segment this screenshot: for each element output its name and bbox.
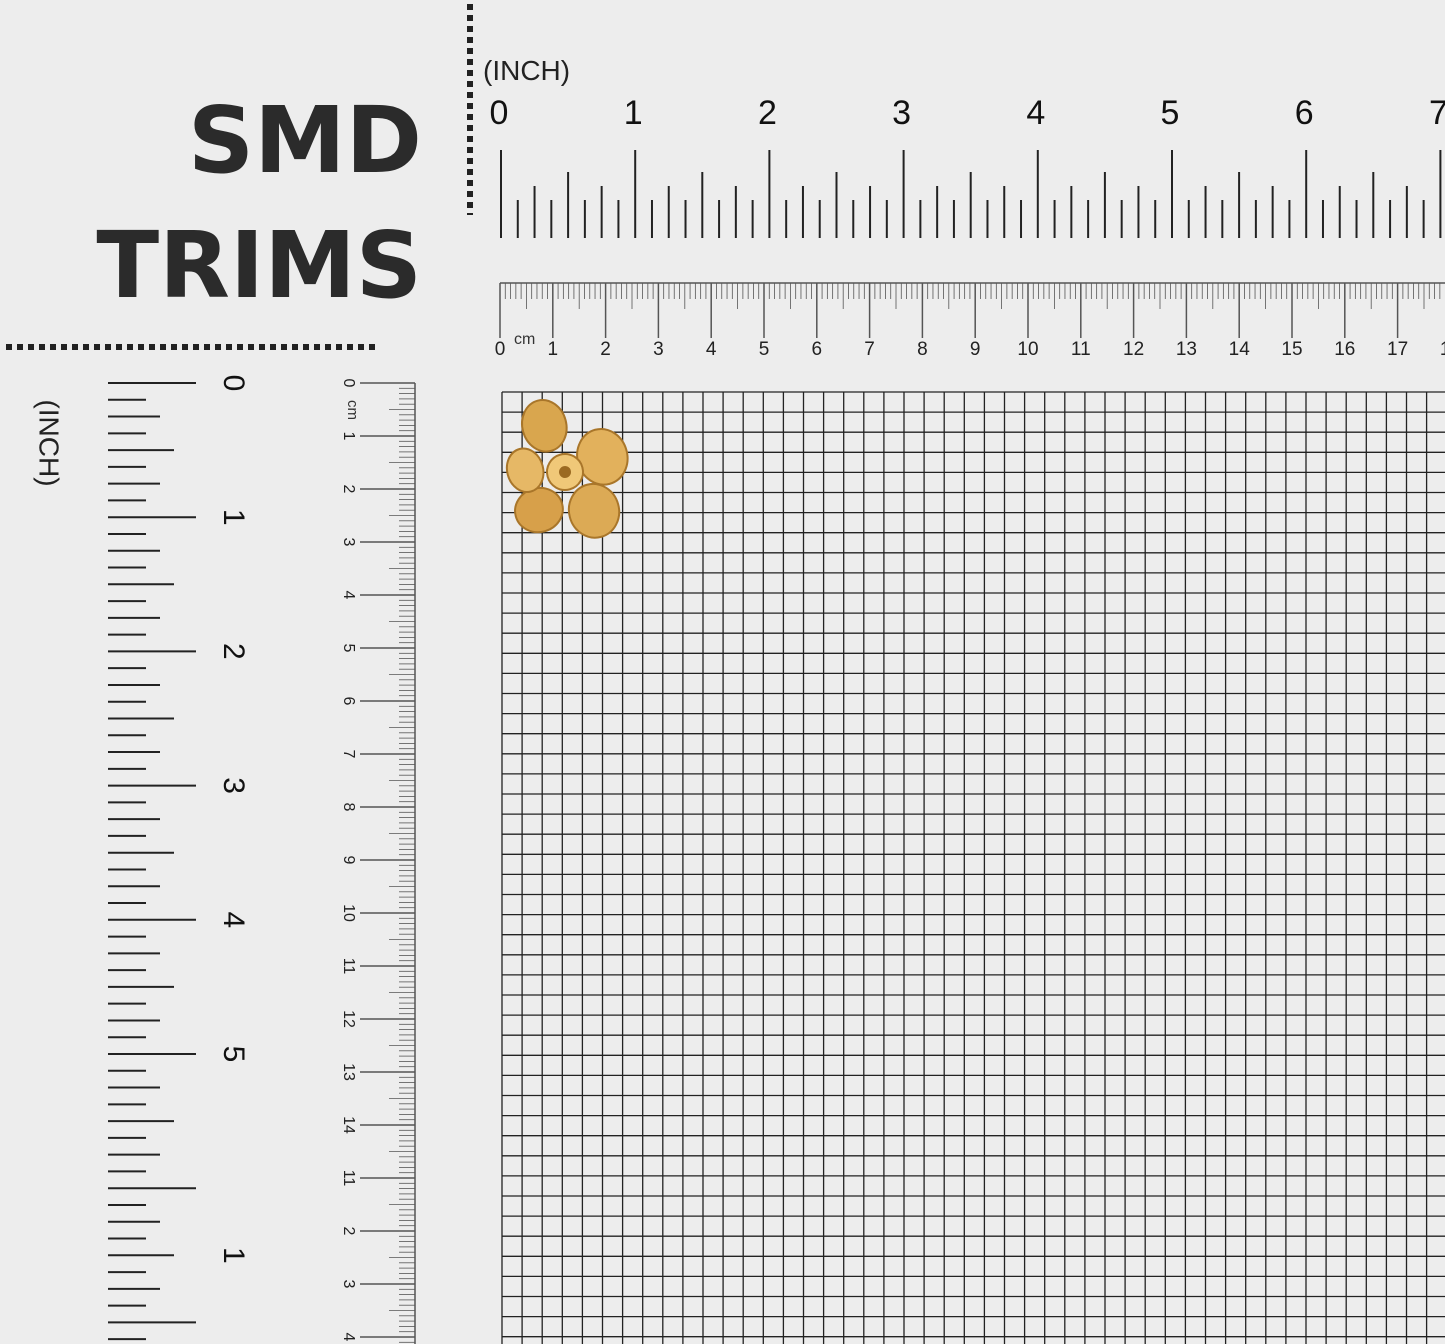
tick-label: 8 (340, 803, 357, 812)
rulers: 01234567cm012345678910111213141516171801… (108, 94, 1445, 1344)
tick-label: 2 (758, 94, 777, 132)
tick-label: 9 (970, 339, 981, 360)
tick-label: 2 (340, 1227, 357, 1236)
tick-label: 11 (340, 958, 357, 975)
tick-label: 1 (340, 432, 357, 441)
tick-label: 15 (1281, 339, 1302, 360)
tick-label: 3 (653, 339, 664, 360)
tick-label: 7 (340, 750, 357, 759)
tick-label: 2 (600, 339, 611, 360)
tick-label: 4 (1026, 94, 1045, 132)
tick-label: 14 (1229, 339, 1251, 360)
tick-label: 17 (1387, 339, 1408, 360)
brand-line-1: SMD (188, 87, 422, 194)
tick-label: 4 (706, 339, 717, 360)
tick-label: 5 (340, 644, 357, 653)
left-inch-unit: (INCH) (34, 399, 65, 486)
tick-label: 5 (217, 1046, 250, 1063)
tick-label: 0 (495, 339, 506, 360)
tick-label: 9 (340, 856, 357, 865)
tick-label: 10 (340, 904, 357, 922)
tick-label: 5 (759, 339, 770, 360)
tick-label: 1 (548, 339, 559, 360)
tick-label: 11 (340, 1170, 357, 1187)
tick-label: 12 (1123, 339, 1144, 360)
tick-label: 3 (217, 777, 250, 794)
tick-label: 13 (340, 1063, 357, 1081)
tick-label: 0 (490, 94, 509, 132)
tick-label: 6 (812, 339, 823, 360)
tick-label: 5 (1161, 94, 1180, 132)
tick-label: 10 (1017, 339, 1038, 360)
product-flower (505, 399, 629, 539)
top-inch-unit: (INCH) (483, 55, 570, 86)
tick-label: 14 (340, 1116, 357, 1134)
tick-label: 0 (217, 375, 250, 392)
tick-label: 2 (217, 643, 250, 660)
tick-label: 12 (340, 1010, 357, 1028)
tick-label: 4 (340, 591, 357, 600)
brand-line-2: TRIMS (96, 212, 422, 319)
tick-label: 3 (340, 538, 357, 547)
tick-label: 6 (1295, 94, 1314, 132)
tick-label: 4 (217, 911, 250, 928)
tick-label: 1 (624, 94, 643, 132)
tick-label: 6 (340, 697, 357, 706)
tick-label: 4 (340, 1333, 357, 1342)
tick-label: 3 (340, 1280, 357, 1289)
tick-label: 1 (217, 1247, 250, 1264)
tick-label: 1 (217, 509, 250, 526)
tick-label: 7 (1429, 94, 1445, 132)
tick-label: 16 (1334, 339, 1355, 360)
tick-label: 0 (340, 379, 357, 388)
tick-label: 7 (864, 339, 875, 360)
tick-label: 13 (1176, 339, 1197, 360)
unit-label: cm (514, 331, 535, 348)
tick-label: 8 (917, 339, 928, 360)
tick-label: 18 (1440, 339, 1445, 360)
tick-label: 3 (892, 94, 911, 132)
tick-label: 2 (340, 485, 357, 494)
measurement-grid (501, 391, 1445, 1344)
tick-label: 11 (1071, 339, 1091, 360)
unit-label: cm (344, 400, 361, 420)
